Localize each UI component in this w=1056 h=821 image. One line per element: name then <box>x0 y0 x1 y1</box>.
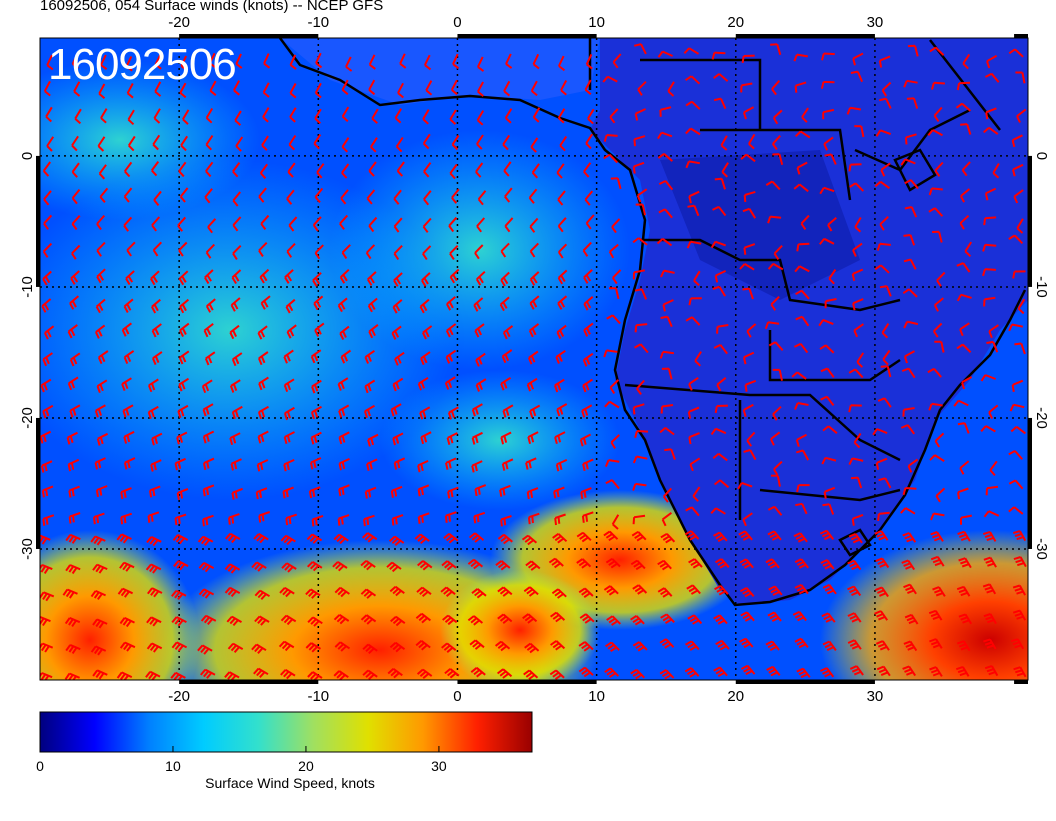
colorbar <box>39 711 533 753</box>
lat-tick-labels: 0 0 -10 -10 -20 -20 -30 -30 <box>19 152 1050 560</box>
lon-tick-label-top: 20 <box>727 14 744 31</box>
time-stamp: 16092506 <box>48 40 237 89</box>
frame-scale-bars <box>36 34 1032 684</box>
lat-tick-label-left: -20 <box>19 407 36 429</box>
lat-tick-label-left: -10 <box>19 276 36 298</box>
map-title: 16092506, 054 Surface winds (knots) -- N… <box>40 0 384 14</box>
lon-tick-label-top: -20 <box>168 14 190 31</box>
colorbar-tick-label: 0 <box>36 758 44 774</box>
lat-tick-label-right: -30 <box>1033 538 1050 560</box>
coastlines <box>278 38 1027 607</box>
lon-tick-label-bottom: 30 <box>867 688 884 705</box>
lon-tick-label-top: 10 <box>588 14 605 31</box>
colorbar-tick-label: 30 <box>431 758 447 774</box>
colorbar-label: Surface Wind Speed, knots <box>205 775 375 791</box>
lon-tick-label-bottom: 0 <box>453 688 461 705</box>
colorbar-tick-label: 10 <box>165 758 181 774</box>
lat-tick-label-right: -10 <box>1033 276 1050 298</box>
lon-tick-label-top: 0 <box>453 14 461 31</box>
lon-tick-label-bottom: 10 <box>588 688 605 705</box>
lon-tick-label-top: -10 <box>307 14 329 31</box>
colorbar-tick-label: 20 <box>298 758 314 774</box>
wind-speed-field <box>40 38 1028 680</box>
colorbar-ticks: 0 10 20 30 <box>36 746 447 774</box>
lon-tick-label-bottom: 20 <box>727 688 744 705</box>
lon-tick-labels: -20 -20 -10 -10 0 0 10 10 20 20 30 30 <box>168 14 883 705</box>
wind-barbs <box>40 43 1027 680</box>
lat-tick-label-left: -30 <box>19 538 36 560</box>
lon-tick-label-bottom: -10 <box>307 688 329 705</box>
lat-tick-label-right: 0 <box>1033 152 1050 160</box>
lat-lon-grid <box>40 38 1028 680</box>
lon-tick-label-bottom: -20 <box>168 688 190 705</box>
lat-tick-label-left: 0 <box>19 152 36 160</box>
lat-tick-label-right: -20 <box>1033 407 1050 429</box>
lon-tick-label-top: 30 <box>867 14 884 31</box>
